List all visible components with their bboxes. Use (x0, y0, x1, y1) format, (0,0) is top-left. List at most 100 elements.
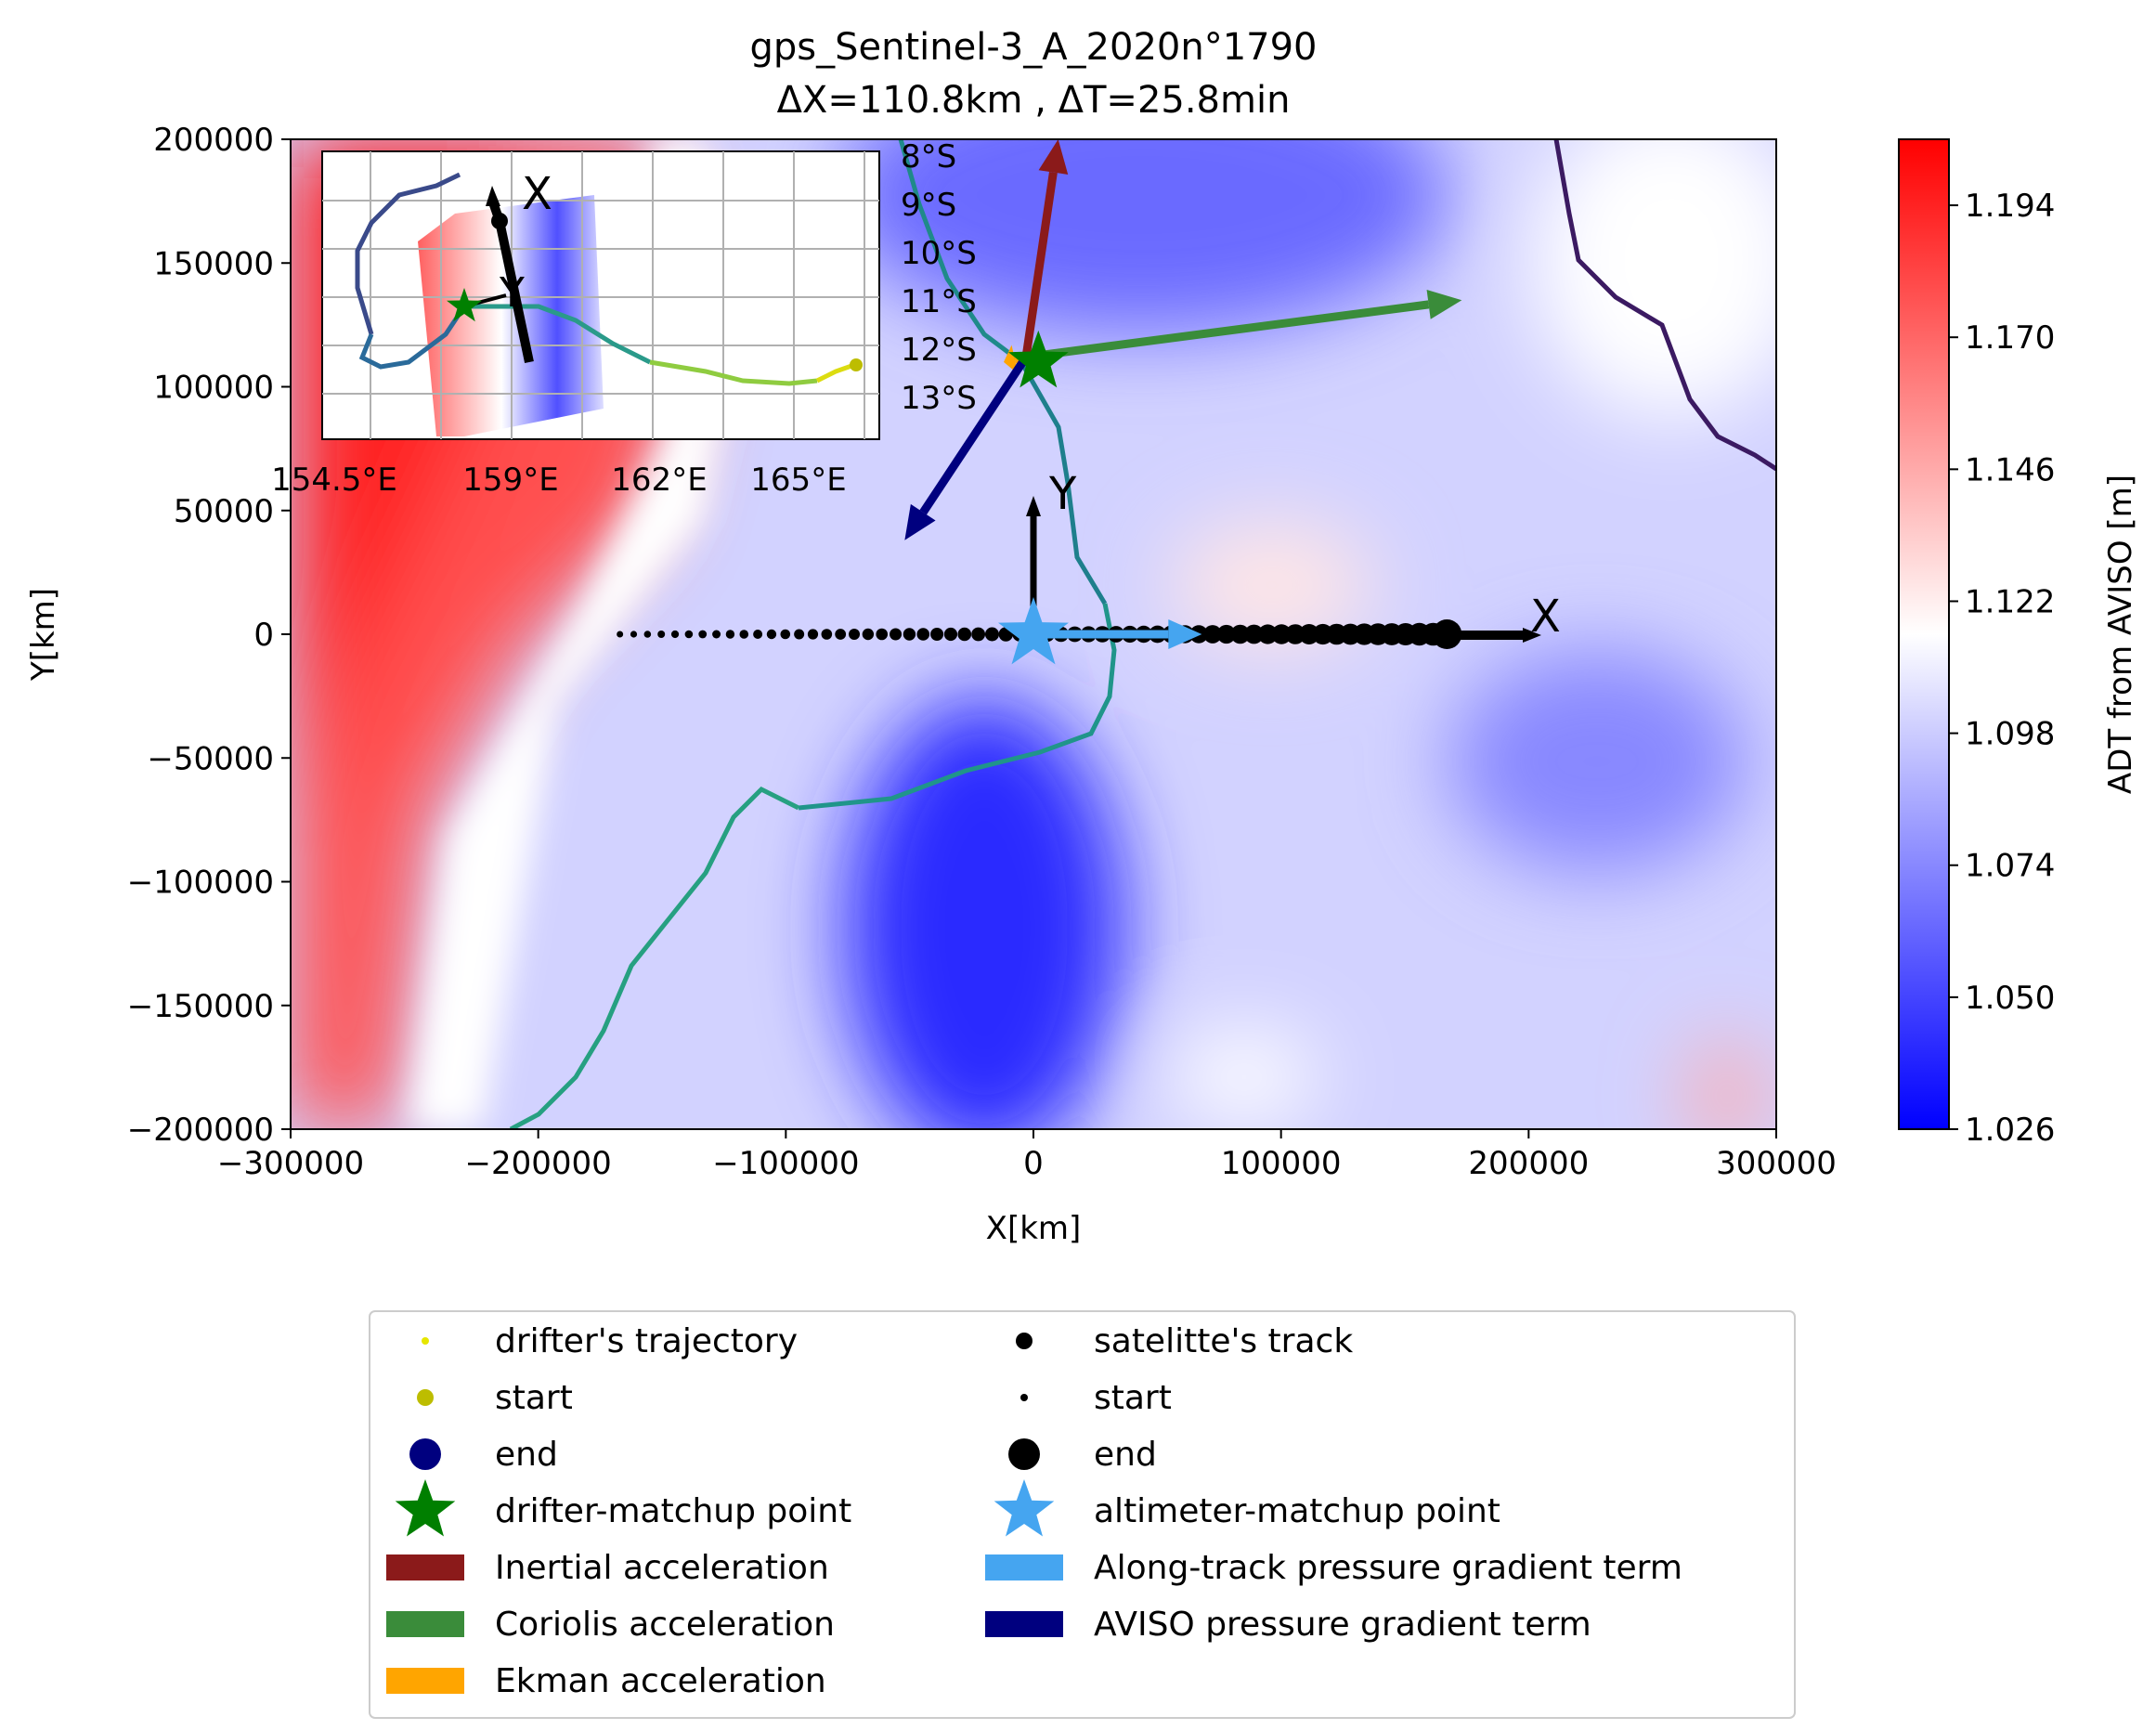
legend-entry: Inertial acceleration (386, 1549, 829, 1587)
legend-label: altimeter-matchup point (1094, 1492, 1500, 1530)
satellite-track-point (766, 629, 777, 640)
inset-lat-label: 8°S (901, 138, 956, 176)
legend-label: start (495, 1379, 573, 1417)
legend-entry: satelitte's track (1016, 1322, 1353, 1360)
vector-aviso-pressure-gradient-term (904, 355, 1030, 540)
legend-label: Coriolis acceleration (495, 1606, 835, 1644)
satellite-track-point (670, 630, 680, 639)
colorbar-tick-label: 1.026 (1965, 1112, 2055, 1149)
satellite-track-point (657, 631, 666, 638)
legend-swatch (985, 1554, 1063, 1580)
satellite-track-point (712, 630, 721, 639)
chart-title-line2: ΔX=110.8km , ΔT=25.8min (777, 79, 1291, 122)
vector-shaft (919, 355, 1030, 515)
y-tick-label: −100000 (127, 865, 274, 902)
satellite-track-point (807, 629, 819, 640)
legend-label: satelitte's track (1094, 1322, 1353, 1360)
x-axis-label: X[km] (986, 1210, 1082, 1247)
vector-shaft (1025, 300, 1430, 361)
satellite-track-point (1271, 624, 1292, 644)
satellite-track-point (739, 630, 749, 639)
legend-marker (422, 1337, 429, 1345)
vector-shaft (1021, 171, 1058, 358)
satellite-track-point (684, 630, 694, 639)
legend-entry: drifter's trajectory (422, 1322, 798, 1360)
vector-coriolis-acceleration (1025, 290, 1462, 361)
legend-marker (417, 1389, 434, 1406)
legend-label: drifter's trajectory (495, 1322, 798, 1360)
vector-along-track-pressure-gradient-term (1033, 619, 1202, 649)
inset-drifter-star (447, 288, 482, 322)
y-tick-label: 150000 (153, 245, 274, 282)
legend-label: AVISO pressure gradient term (1094, 1606, 1591, 1644)
vector-head (904, 503, 936, 540)
satellite-track-point (643, 631, 652, 638)
inset-lon-label: 159°E (462, 462, 558, 499)
satellite-track-point (630, 631, 638, 638)
satellite-track-point (903, 628, 916, 641)
legend-entry: AVISO pressure gradient term (985, 1606, 1591, 1644)
y-axis-ticks: 200000 150000 100000 50000 0 −50000 −100000 −15… (127, 122, 291, 1149)
satellite-track-point (1244, 624, 1264, 644)
inset-lat-label: 12°S (901, 332, 977, 369)
satellite-track-point (1216, 624, 1236, 644)
satellite-track-point (862, 628, 875, 641)
legend-label: Inertial acceleration (495, 1549, 829, 1587)
satellite-track-point (835, 629, 847, 640)
local-axis-y-label: Y (1048, 468, 1077, 520)
legend-label: Along-track pressure gradient term (1094, 1549, 1682, 1587)
legend-marker (1020, 1394, 1028, 1401)
legend-swatch (985, 1611, 1063, 1637)
y-tick-label: −150000 (127, 988, 274, 1025)
legend-entry: drifter-matchup point (395, 1479, 851, 1537)
satellite-track-point (943, 627, 958, 642)
vector-head (1004, 345, 1019, 374)
colorbar-label: ADT from AVISO [m] (2102, 475, 2139, 794)
satellite-track-point (794, 629, 805, 640)
inset-map (321, 150, 880, 440)
satellite-track-point (957, 627, 972, 642)
y-tick-label: −50000 (147, 740, 274, 777)
satellite-track-point (876, 628, 889, 641)
vector-head (1168, 619, 1202, 649)
legend-label: end (1094, 1436, 1157, 1474)
legend-swatch (386, 1668, 464, 1694)
colorbar-ticks: 1.026 1.050 1.074 1.098 1.122 1.146 1.170 1.194 (1949, 188, 2055, 1149)
legend-label: start (1094, 1379, 1172, 1417)
x-tick-label: 100000 (1221, 1145, 1342, 1182)
legend-entry: end (409, 1436, 558, 1474)
inset-y-label: Y (499, 269, 525, 317)
satellite-track-point (617, 631, 624, 638)
satellite-track-point (753, 630, 763, 639)
acceleration-vectors (904, 139, 1462, 649)
colorbar-tick-label: 1.170 (1965, 319, 2055, 357)
satellite-track-point (1257, 624, 1278, 644)
legend-entry: Ekman acceleration (386, 1662, 826, 1700)
satellite-track-point (698, 630, 708, 639)
legend-star (395, 1479, 456, 1537)
legend-entry: start (417, 1379, 573, 1417)
altimeter-matchup-star (998, 597, 1069, 665)
satellite-track-point (725, 630, 735, 639)
satellite-track-point (780, 629, 791, 640)
y-tick-label: 200000 (153, 122, 274, 159)
legend-marker (1016, 1333, 1033, 1349)
legend-entry: altimeter-matchup point (994, 1479, 1500, 1537)
legend-entry: Coriolis acceleration (386, 1606, 835, 1644)
y-axis-label: Y[km] (25, 588, 62, 682)
legend-entry: end (1008, 1436, 1157, 1474)
satellite-track-point (984, 627, 999, 642)
satellite-track-point (890, 628, 903, 641)
inset-lon-labels: 154.5°E 159°E 162°E 165°E (271, 462, 847, 499)
legend-star (994, 1479, 1055, 1537)
colorbar-tick-label: 1.122 (1965, 583, 2055, 620)
legend-marker (409, 1438, 441, 1470)
vector-inertial-acceleration (1021, 139, 1069, 358)
satellite-track-point (971, 627, 986, 642)
inset-lat-label: 10°S (901, 235, 977, 272)
inset-lat-label: 11°S (901, 283, 977, 320)
y-tick-label: 0 (253, 617, 274, 654)
inset-lat-label: 13°S (901, 380, 977, 417)
x-tick-label: −100000 (712, 1145, 859, 1182)
